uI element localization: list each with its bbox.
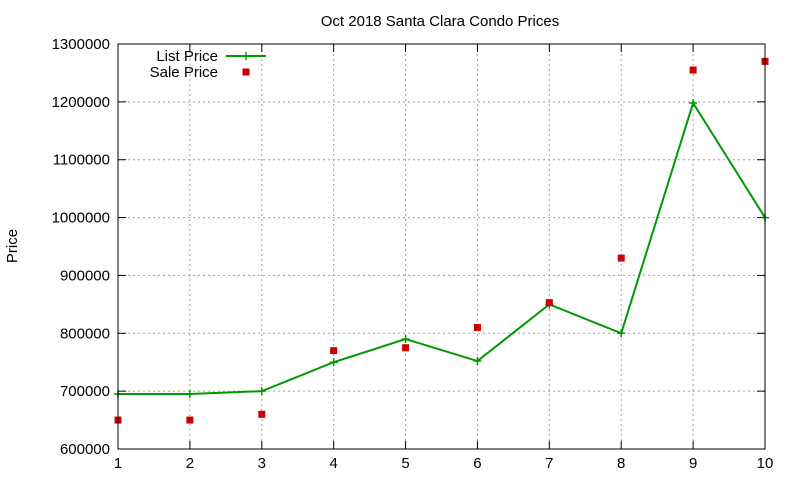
- list-price-point: [617, 329, 626, 338]
- legend-marker-sale-price: [242, 68, 250, 76]
- list-price-point: [329, 358, 338, 367]
- y-tick-label: 1100000: [53, 152, 110, 169]
- list-price-point: [689, 99, 698, 108]
- sale-price-point: [330, 347, 338, 355]
- y-tick-label: 1200000: [52, 94, 110, 111]
- x-tick-label: 3: [258, 455, 266, 472]
- legend-marker-list-price: [242, 52, 250, 60]
- x-tick-label: 10: [757, 455, 774, 472]
- plot-frame: [117, 43, 766, 450]
- sale-price-point: [258, 410, 266, 418]
- list-price-point: [401, 335, 410, 344]
- x-tick-label: 5: [401, 455, 409, 472]
- sale-price-point: [617, 254, 625, 262]
- x-tick-label: 6: [473, 455, 481, 472]
- list-price-point: [185, 390, 194, 399]
- sale-price-point: [186, 416, 194, 424]
- x-tick-label: 4: [329, 455, 337, 472]
- sale-price-point: [473, 324, 481, 331]
- list-price-point: [473, 357, 482, 366]
- x-tick-label: 7: [545, 455, 553, 472]
- sale-price-point: [402, 344, 410, 352]
- x-tick-label: 2: [186, 455, 194, 472]
- y-axis-label: Price: [4, 229, 21, 263]
- y-tick-label: 1000000: [52, 210, 110, 227]
- list-price-line: [118, 100, 766, 396]
- sale-price-point: [545, 299, 553, 307]
- chart-title: Oct 2018 Santa Clara Condo Prices: [321, 13, 559, 30]
- legend-label-list-price: List Price: [156, 48, 218, 65]
- legend-label-sale-price: Sale Price: [150, 64, 218, 81]
- y-tick-label: 600000: [60, 441, 110, 458]
- axis-ticks: 6000007000008000009000001000000110000012…: [52, 36, 774, 472]
- x-tick-label: 8: [617, 455, 625, 472]
- y-tick-label: 900000: [60, 267, 110, 284]
- x-tick-label: 1: [114, 455, 122, 472]
- y-tick-label: 700000: [60, 383, 110, 400]
- sale-price-point: [689, 66, 697, 74]
- list-price-point: [257, 387, 266, 396]
- x-tick-label: 9: [689, 455, 697, 472]
- y-tick-label: 1300000: [52, 36, 110, 53]
- y-tick-label: 800000: [60, 325, 110, 342]
